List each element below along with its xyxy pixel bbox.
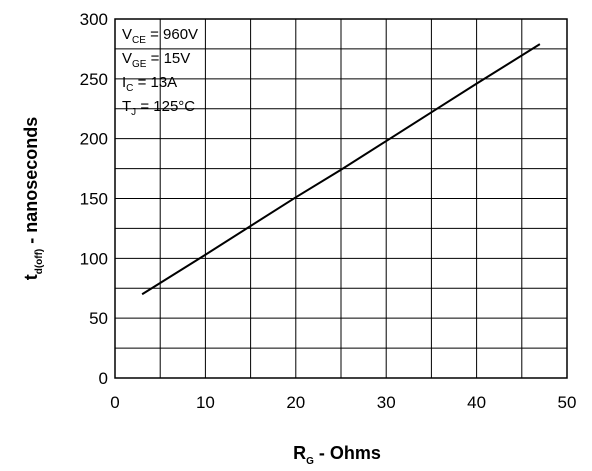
grid [114,18,568,379]
x-tick-label: 30 [377,393,396,412]
x-tick-label: 10 [196,393,215,412]
y-axis-title-rest: - nanoseconds [21,117,41,249]
x-axis-title-rest: - Ohms [314,443,381,463]
series-layer [141,43,541,296]
condition-label: VCE = 960V [122,26,198,46]
x-axis-title-main: R [293,443,306,463]
conditions-box: VCE = 960V VGE = 15V IC = 13A TJ = 125°C [122,26,198,118]
y-tick-label: 50 [89,309,108,328]
x-tick-label: 40 [467,393,486,412]
x-axis-title-sub: G [306,456,314,467]
y-axis-title-main: t [21,274,41,280]
condition-label: VGE = 15V [122,50,190,70]
condition-label: TJ = 125°C [122,98,195,118]
y-tick-labels: 0 50 100 150 200 250 300 [80,10,108,388]
x-tick-label: 0 [110,393,119,412]
series-line [141,43,541,296]
y-tick-label: 150 [80,190,108,209]
condition-label: IC = 13A [122,74,177,94]
x-tick-labels: 0 10 20 30 40 50 [110,393,576,412]
y-tick-label: 300 [80,10,108,29]
y-tick-label: 200 [80,130,108,149]
y-axis-title: td(off) - nanoseconds [21,117,45,281]
plot-frame [114,18,568,379]
y-tick-label: 250 [80,70,108,89]
y-tick-label: 100 [80,249,108,268]
y-axis-title-sub: d(off) [34,249,45,275]
x-axis-title: RG - Ohms [293,443,381,467]
x-tick-label: 50 [558,393,577,412]
y-tick-label: 0 [99,369,108,388]
x-tick-label: 20 [286,393,305,412]
